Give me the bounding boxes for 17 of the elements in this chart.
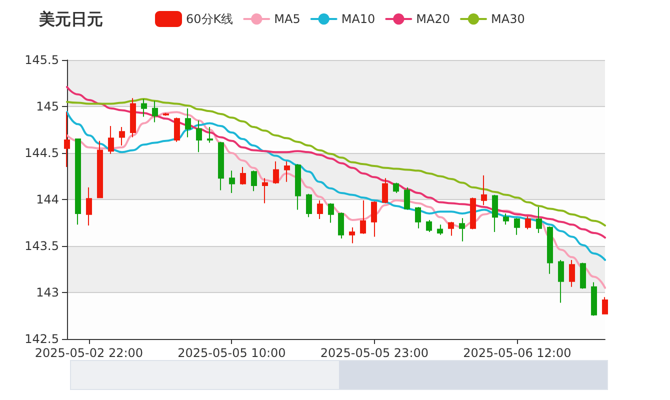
- legend-label: MA10: [341, 12, 376, 26]
- y-tick-label: 143.5: [24, 239, 59, 253]
- x-tick-label: 2025-05-05 23:00: [320, 346, 428, 360]
- y-tick-label: 145: [36, 100, 59, 114]
- legend-label: 60分K线: [186, 12, 234, 26]
- y-tick-label: 142.5: [24, 332, 59, 346]
- x-tick-label: 2025-05-05 10:00: [178, 346, 286, 360]
- legend-label: MA30: [491, 12, 525, 26]
- y-tick-label: 145.5: [24, 53, 59, 67]
- legend-label: MA5: [274, 12, 300, 26]
- chart-title: 美元日元: [38, 10, 103, 28]
- y-tick-label: 144.5: [24, 146, 59, 160]
- y-tick-label: 144: [36, 192, 59, 206]
- x-tick-label: 2025-05-02 22:00: [34, 346, 144, 360]
- x-tick-label: 2025-05-06 12:00: [463, 346, 572, 360]
- legend-label: MA20: [416, 12, 450, 26]
- y-tick-label: 143: [36, 286, 59, 300]
